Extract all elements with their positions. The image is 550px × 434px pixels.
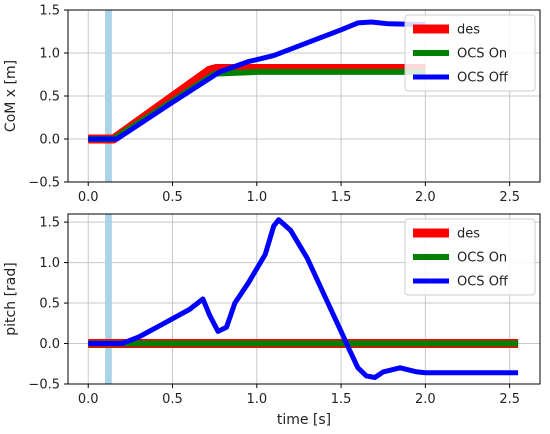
y-axis-label: CoM x [m] — [3, 60, 19, 132]
x-tick-label: 2.0 — [415, 392, 436, 407]
legend: des OCS On OCS Off — [404, 14, 536, 92]
shaded-span — [105, 214, 112, 384]
y-tick-label: 1.0 — [39, 47, 60, 62]
x-tick-label: 1.0 — [246, 392, 267, 407]
shaded-span — [105, 10, 112, 182]
x-axis-label: time [s] — [277, 412, 331, 428]
y-tick-label: 0.0 — [39, 133, 60, 148]
x-tick-label: 0.5 — [162, 190, 183, 205]
series-line-ocs-off — [88, 19, 426, 142]
x-tick-label: 1.5 — [331, 190, 352, 205]
x-tick-label: 0.0 — [78, 190, 99, 205]
y-tick-label: 0.5 — [39, 297, 60, 312]
legend-label: des — [457, 23, 480, 38]
legend-box — [404, 14, 536, 92]
x-tick-label: 2.5 — [499, 392, 520, 407]
y-tick-label: −0.5 — [28, 378, 60, 393]
plot-panel-1: 0.0 0.5 1.0 1.5 2.0 2.5 −0.5 0.0 0.5 1.0 1.5 CoM x … — [3, 4, 541, 205]
y-axis-label: pitch [rad] — [3, 262, 19, 335]
y-tick-label: 1.5 — [39, 4, 60, 19]
legend-label: OCS Off — [457, 275, 509, 290]
x-tick-label: 1.0 — [246, 190, 267, 205]
legend: des OCS On OCS Off — [404, 218, 536, 296]
axes-frame — [67, 213, 541, 385]
x-tick-label: 2.5 — [499, 190, 520, 205]
x-tick-label: 0.5 — [162, 392, 183, 407]
series-line-ocs-off — [88, 217, 519, 380]
legend-label: OCS On — [457, 47, 507, 62]
plot-panel-2: 0.0 0.5 1.0 1.5 2.0 2.5 −0.5 0.0 0.5 1.0 1.5 pitch … — [3, 213, 541, 428]
y-tick-label: 0.0 — [39, 337, 60, 352]
x-tick-label: 0.0 — [78, 392, 99, 407]
y-tick-label: 0.5 — [39, 90, 60, 105]
legend-label: OCS Off — [457, 71, 509, 86]
legend-label: des — [457, 227, 480, 242]
y-tick-label: −0.5 — [28, 176, 60, 191]
legend-box — [404, 218, 536, 296]
y-tick-label: 1.0 — [39, 256, 60, 271]
y-tick-label: 1.5 — [39, 216, 60, 231]
x-tick-label: 1.5 — [331, 392, 352, 407]
x-tick-label: 2.0 — [415, 190, 436, 205]
legend-label: OCS On — [457, 251, 507, 266]
